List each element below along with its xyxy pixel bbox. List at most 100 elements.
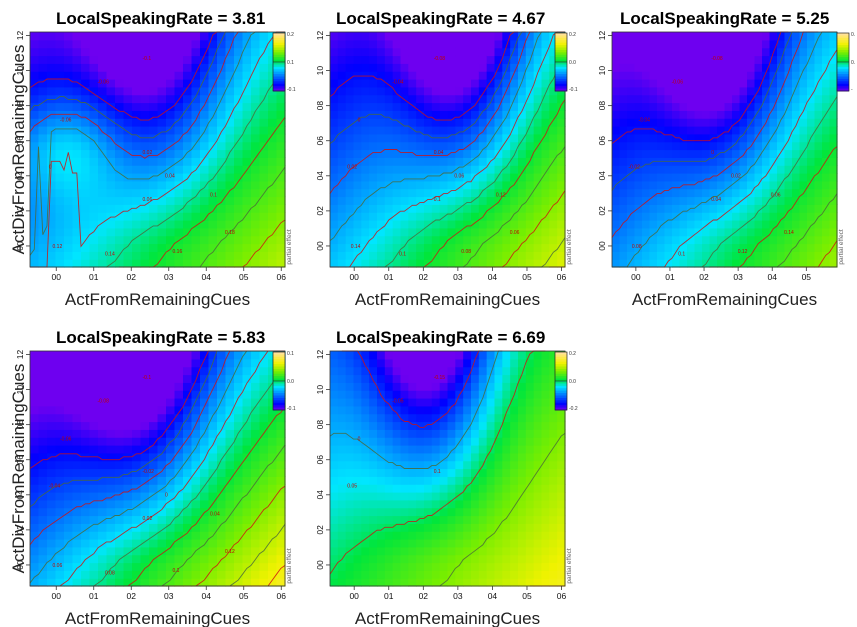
heatmap-cell bbox=[115, 413, 125, 423]
heatmap-cell bbox=[525, 47, 535, 57]
heatmap-cell bbox=[353, 499, 362, 509]
heatmap-cell bbox=[276, 460, 286, 470]
heatmap-cell bbox=[642, 110, 651, 119]
heatmap-cell bbox=[353, 554, 362, 564]
colorbar-segment bbox=[837, 66, 849, 70]
heatmap-cell bbox=[799, 32, 808, 41]
heatmap-cell bbox=[525, 374, 535, 383]
heatmap-cell bbox=[717, 71, 726, 80]
heatmap-cell bbox=[431, 358, 441, 368]
heatmap-cell bbox=[494, 539, 503, 548]
heatmap-cell bbox=[541, 445, 550, 454]
contour-line bbox=[329, 31, 518, 121]
heatmap-cell bbox=[174, 484, 184, 493]
heatmap-cell bbox=[518, 421, 527, 430]
heatmap-cell bbox=[762, 71, 771, 80]
heatmap-cell bbox=[89, 405, 99, 415]
heatmap-cell bbox=[642, 212, 651, 221]
heatmap-cell bbox=[384, 405, 394, 415]
heatmap-cell bbox=[234, 110, 244, 119]
heatmap-cell bbox=[455, 515, 464, 524]
heatmap-cell bbox=[38, 157, 48, 166]
heatmap-cell bbox=[149, 515, 159, 524]
heatmap-cell bbox=[157, 437, 167, 446]
heatmap-cell bbox=[268, 531, 278, 540]
heatmap-cell bbox=[38, 366, 48, 376]
heatmap-cell bbox=[518, 382, 527, 391]
heatmap-cell bbox=[739, 39, 748, 49]
heatmap-cell bbox=[533, 212, 543, 221]
heatmap-cell bbox=[337, 539, 347, 548]
heatmap-cell bbox=[47, 445, 57, 454]
heatmap-cell bbox=[747, 32, 756, 41]
heatmap-cell bbox=[494, 173, 503, 182]
heatmap-cell bbox=[174, 126, 184, 135]
heatmap-cell bbox=[132, 515, 142, 524]
heatmap-cell bbox=[709, 165, 718, 174]
heatmap-cell bbox=[732, 196, 741, 205]
x-tick-label: 04 bbox=[202, 272, 212, 282]
x-tick-label: 02 bbox=[699, 272, 709, 282]
heatmap-cell bbox=[38, 126, 48, 135]
heatmap-cell bbox=[157, 32, 167, 41]
heatmap-cell bbox=[30, 55, 40, 64]
heatmap-cell bbox=[268, 118, 278, 127]
heatmap-cell bbox=[98, 468, 108, 477]
heatmap-cell bbox=[762, 32, 771, 41]
heatmap-cell bbox=[369, 429, 378, 438]
heatmap-cell bbox=[268, 546, 278, 556]
heatmap-cell bbox=[400, 531, 409, 540]
heatmap-cell bbox=[98, 235, 108, 245]
heatmap-cell bbox=[672, 220, 681, 229]
heatmap-cell bbox=[471, 165, 480, 174]
heatmap-cell bbox=[276, 515, 286, 524]
heatmap-cell bbox=[510, 358, 519, 368]
heatmap-cell bbox=[627, 157, 636, 166]
heatmap-cell bbox=[268, 413, 278, 423]
heatmap-cell bbox=[739, 220, 748, 229]
heatmap-cell bbox=[89, 180, 99, 190]
heatmap-cell bbox=[486, 578, 496, 587]
heatmap-cell bbox=[345, 554, 355, 564]
heatmap-cell bbox=[345, 484, 355, 493]
heatmap-cell bbox=[55, 79, 65, 88]
heatmap-cell bbox=[400, 358, 409, 368]
heatmap-cell bbox=[123, 243, 133, 252]
heatmap-cell bbox=[510, 126, 519, 135]
heatmap-cell bbox=[463, 578, 472, 587]
heatmap-cell bbox=[400, 39, 409, 49]
heatmap-cell bbox=[225, 47, 235, 57]
heatmap-cell bbox=[400, 47, 409, 57]
heatmap-cell bbox=[115, 398, 125, 407]
heatmap-cell bbox=[30, 188, 40, 198]
heatmap-cell bbox=[115, 47, 125, 57]
colorbar-segment bbox=[555, 42, 567, 46]
heatmap-cell bbox=[486, 507, 496, 517]
heatmap-cell bbox=[345, 492, 355, 501]
heatmap-cell bbox=[55, 47, 65, 57]
heatmap-cell bbox=[64, 259, 74, 268]
heatmap-cell bbox=[431, 149, 441, 158]
heatmap-cell bbox=[98, 102, 108, 111]
heatmap-cell bbox=[64, 515, 74, 524]
heatmap-cell bbox=[447, 492, 456, 501]
heatmap-cell bbox=[463, 499, 472, 509]
heatmap-cell bbox=[478, 259, 488, 268]
heatmap-cell bbox=[353, 445, 362, 454]
heatmap-cell bbox=[72, 405, 82, 415]
heatmap-cell bbox=[762, 235, 771, 245]
heatmap-cell bbox=[799, 102, 808, 111]
heatmap-cell bbox=[455, 499, 464, 509]
heatmap-cell bbox=[81, 351, 91, 360]
heatmap-cell bbox=[672, 47, 681, 57]
heatmap-cell bbox=[268, 102, 278, 111]
heatmap-cell bbox=[679, 102, 688, 111]
heatmap-cell bbox=[384, 546, 394, 556]
colorbar-segment bbox=[837, 76, 849, 80]
heatmap-cell bbox=[166, 79, 176, 88]
heatmap-cell bbox=[166, 421, 176, 430]
heatmap-cell bbox=[463, 507, 472, 517]
heatmap-cell bbox=[709, 251, 718, 260]
heatmap-cell bbox=[115, 523, 125, 532]
heatmap-cell bbox=[157, 141, 167, 151]
